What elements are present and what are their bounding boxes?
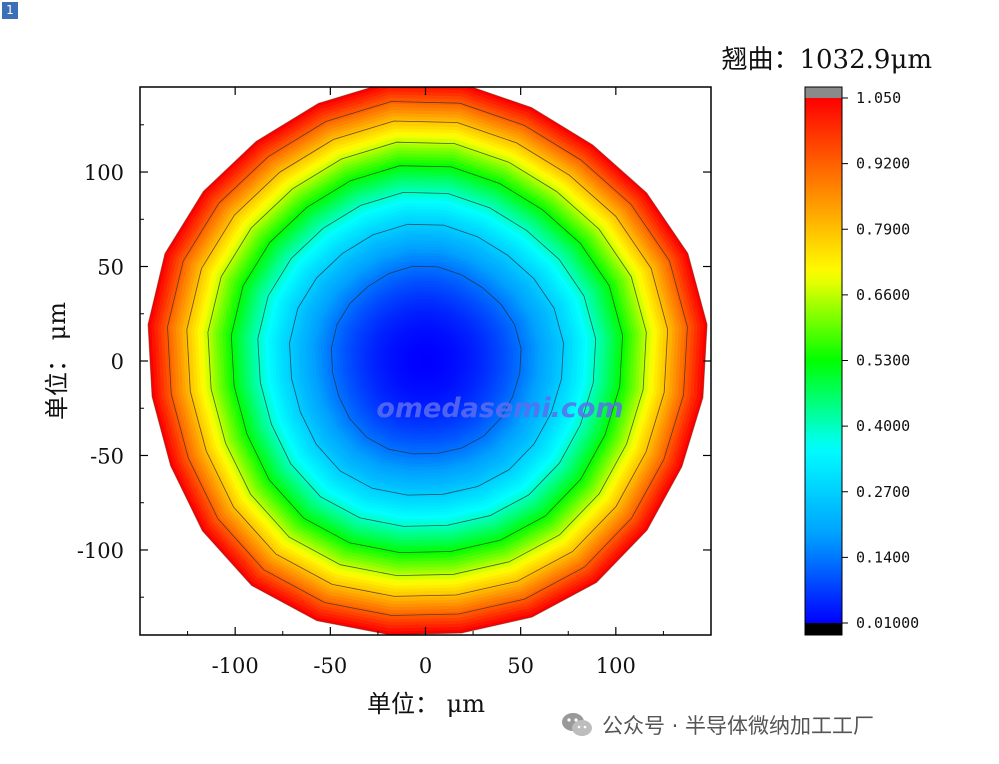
warpage-band — [422, 357, 429, 364]
colorbar-tick-label: 0.1400 — [856, 548, 910, 566]
colorbar-tick-label: 1.050 — [856, 89, 901, 107]
contour-line — [207, 141, 647, 577]
y-axis-label: 单位： μm — [43, 302, 71, 420]
x-axis-label: 单位： μm — [367, 690, 485, 718]
figure-number-badge: 1 — [2, 2, 18, 19]
y-tick-label: -100 — [77, 539, 124, 563]
footer-watermark: 公众号 · 半导体微纳加工工厂 — [560, 708, 874, 742]
contour-line — [167, 101, 688, 616]
colorbar-tick-label: 0.2700 — [856, 483, 910, 501]
y-tick-label: 50 — [97, 256, 124, 280]
colorbar-tick-label: 0.9200 — [856, 155, 910, 173]
x-tick-label: 100 — [596, 654, 636, 678]
x-tick-label: 50 — [507, 654, 534, 678]
y-axis: 100 50 0 -50 -100 — [77, 124, 711, 598]
y-tick-label: 0 — [111, 350, 124, 374]
colorbar-over-swatch — [805, 87, 842, 98]
wechat-icon — [562, 713, 592, 736]
colorbar-tick-label: 0.01000 — [856, 614, 919, 632]
colorbar-tick-label: 0.6600 — [856, 286, 910, 304]
x-tick-label: -100 — [212, 654, 259, 678]
contour-line — [186, 120, 669, 597]
x-axis: -100 -50 0 50 100 — [187, 87, 664, 678]
footer-text: 公众号 · 半导体微纳加工工厂 — [602, 714, 875, 738]
colorbar-gradient — [805, 98, 842, 623]
colorbar-under-swatch — [805, 623, 842, 635]
contour-line — [257, 191, 597, 527]
contour-line — [230, 165, 624, 554]
chart-title: 翘曲：1032.9μm — [721, 45, 932, 75]
colorbar-tick-label: 0.4000 — [856, 417, 910, 435]
contour-line — [330, 265, 522, 455]
colorbar-tick-label: 0.5300 — [856, 352, 910, 370]
colorbar: 1.050 0.9200 0.7900 0.6600 0.5300 0.4000 0.270… — [804, 86, 919, 636]
watermark-text: omedasemi.com — [376, 393, 623, 424]
disc-edge — [147, 87, 708, 635]
colorbar-tick-label: 0.7900 — [856, 220, 910, 238]
plot-area: omedasemi.com — [139, 86, 712, 636]
y-tick-label: -50 — [90, 444, 124, 468]
x-tick-label: 0 — [419, 654, 432, 678]
y-tick-label: 100 — [84, 161, 124, 185]
x-tick-label: -50 — [313, 654, 347, 678]
contour-line — [289, 223, 564, 496]
